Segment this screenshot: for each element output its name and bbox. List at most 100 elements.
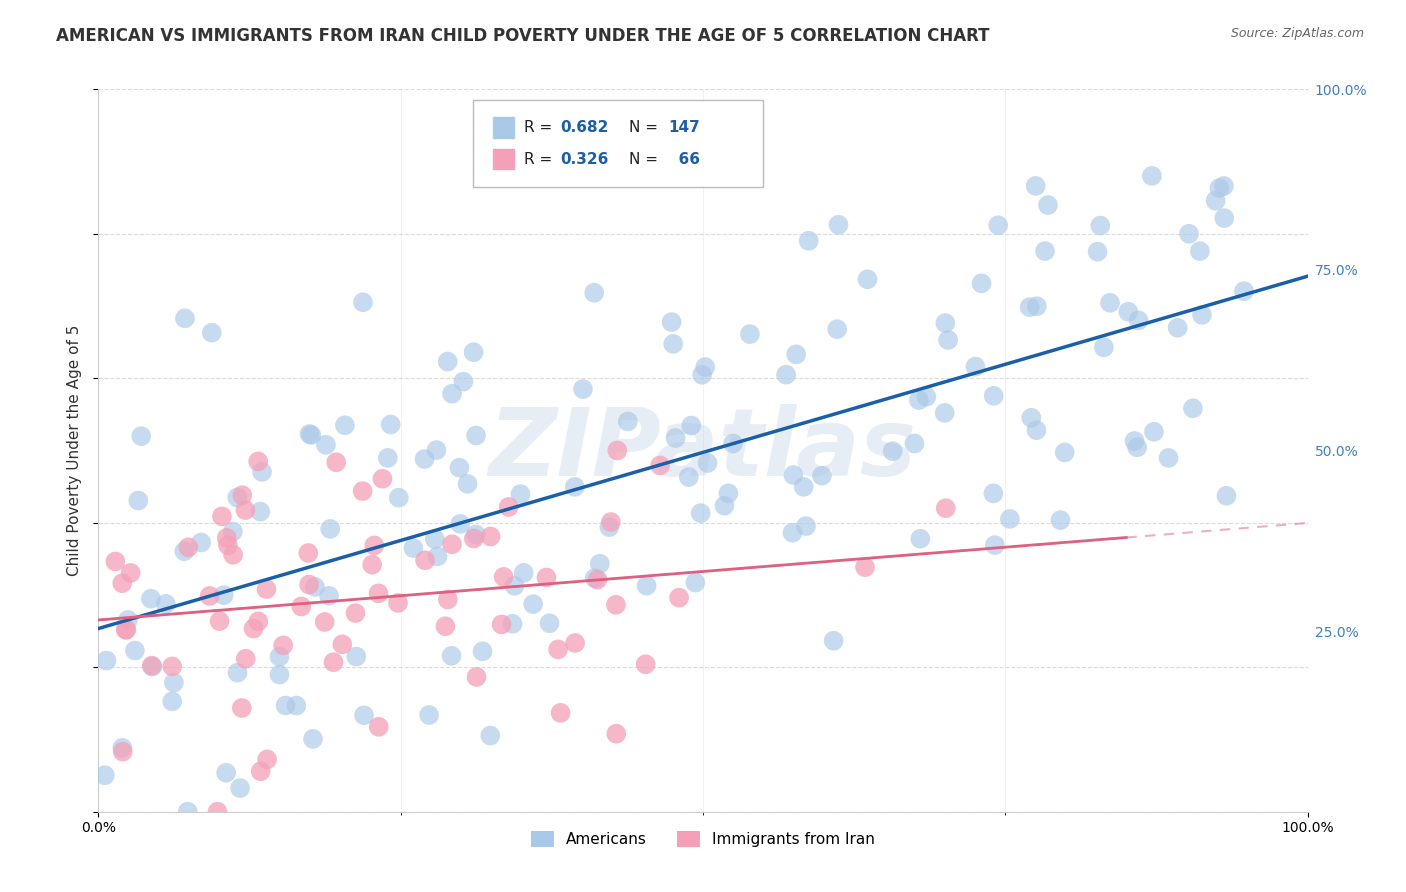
Point — [211, 509, 233, 524]
Point — [1167, 320, 1189, 334]
Point — [423, 532, 446, 546]
Point — [127, 493, 149, 508]
Point — [605, 598, 627, 612]
Y-axis label: Child Poverty Under the Age of 5: Child Poverty Under the Age of 5 — [67, 325, 83, 576]
Point — [550, 706, 572, 720]
Text: 0.326: 0.326 — [561, 152, 609, 167]
Point — [352, 295, 374, 310]
Point — [141, 659, 163, 673]
Point — [464, 527, 486, 541]
Point — [1208, 181, 1230, 195]
Point — [222, 524, 245, 539]
Point — [572, 382, 595, 396]
Point — [330, 637, 353, 651]
Point — [1188, 244, 1211, 259]
Point — [465, 670, 488, 684]
FancyBboxPatch shape — [474, 100, 763, 186]
Point — [190, 535, 212, 549]
Point — [299, 428, 322, 442]
Text: 147: 147 — [668, 120, 700, 135]
Point — [882, 444, 904, 458]
Point — [617, 414, 640, 428]
Point — [453, 375, 475, 389]
Point — [274, 698, 297, 713]
Point — [1128, 313, 1150, 327]
Text: 0.682: 0.682 — [561, 120, 609, 135]
Point — [1036, 198, 1059, 212]
Point — [333, 418, 356, 433]
Point — [418, 708, 440, 723]
Point — [583, 285, 606, 300]
Point — [1213, 211, 1236, 225]
Point — [139, 591, 162, 606]
Point — [440, 648, 463, 663]
Point — [160, 694, 183, 708]
Point — [827, 218, 849, 232]
Point — [1178, 227, 1201, 241]
Point — [177, 805, 200, 819]
Point — [491, 617, 513, 632]
Point — [1087, 244, 1109, 259]
Point — [856, 272, 879, 286]
Point — [117, 613, 139, 627]
Point — [302, 731, 325, 746]
Point — [111, 745, 134, 759]
Point — [668, 591, 690, 605]
Point — [509, 487, 531, 501]
Point — [231, 488, 253, 502]
Point — [198, 589, 221, 603]
Point — [124, 643, 146, 657]
Point — [114, 623, 136, 637]
Point — [1033, 244, 1056, 258]
Point — [934, 316, 956, 330]
Point — [1025, 178, 1047, 193]
Point — [111, 576, 134, 591]
Point — [314, 615, 336, 629]
Point — [908, 393, 931, 408]
Point — [269, 667, 291, 681]
Point — [1191, 308, 1213, 322]
Point — [367, 586, 389, 600]
Point — [249, 505, 271, 519]
Point — [987, 219, 1010, 233]
Point — [250, 465, 273, 479]
Text: 66: 66 — [668, 152, 700, 167]
Point — [903, 436, 925, 450]
Point — [1157, 450, 1180, 465]
Point — [503, 579, 526, 593]
Point — [1123, 434, 1146, 448]
Point — [793, 480, 815, 494]
Point — [256, 752, 278, 766]
Point — [634, 657, 657, 672]
Point — [661, 315, 683, 329]
Point — [115, 623, 138, 637]
Point — [463, 345, 485, 359]
Point — [1181, 401, 1204, 416]
Point — [247, 615, 270, 629]
Point — [853, 560, 876, 574]
Point — [226, 665, 249, 680]
Point — [315, 438, 337, 452]
Point — [120, 566, 142, 580]
Point — [367, 720, 389, 734]
Point — [547, 642, 569, 657]
Point — [1233, 284, 1256, 298]
Text: N =: N = — [630, 152, 664, 167]
Point — [782, 468, 804, 483]
Point — [201, 326, 224, 340]
Point — [934, 406, 956, 420]
Point — [402, 541, 425, 555]
Point — [479, 729, 502, 743]
Point — [231, 701, 253, 715]
Point — [413, 553, 436, 567]
Legend: Americans, Immigrants from Iran: Americans, Immigrants from Iran — [523, 823, 883, 855]
Point — [141, 658, 163, 673]
Point — [606, 443, 628, 458]
Point — [605, 727, 627, 741]
Point — [782, 525, 804, 540]
Point — [304, 580, 326, 594]
Text: AMERICAN VS IMMIGRANTS FROM IRAN CHILD POVERTY UNDER THE AGE OF 5 CORRELATION CH: AMERICAN VS IMMIGRANTS FROM IRAN CHILD P… — [56, 27, 990, 45]
Point — [695, 360, 717, 375]
Point — [936, 333, 959, 347]
Point — [970, 277, 993, 291]
